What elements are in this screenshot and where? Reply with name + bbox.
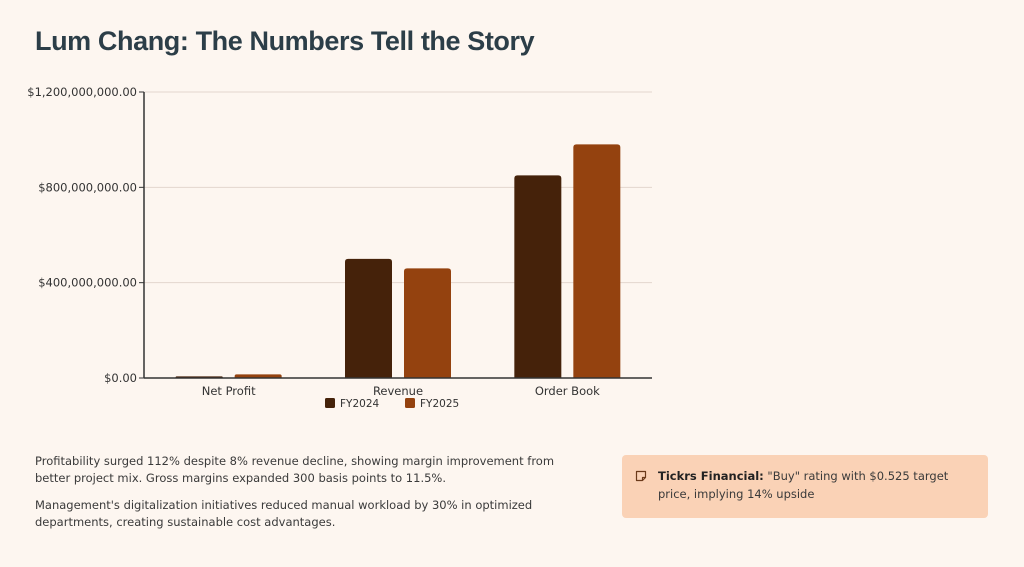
bar-fy2025-net-profit bbox=[234, 374, 282, 378]
x-tick-label: Net Profit bbox=[202, 384, 256, 398]
bar-fy2025-order-book bbox=[573, 144, 621, 378]
bar-fy2024-revenue bbox=[345, 258, 392, 378]
bar-fy2024-order-book bbox=[514, 175, 562, 378]
y-tick-label: $800,000,000.00 bbox=[38, 180, 137, 194]
bar-fy2025-revenue bbox=[404, 268, 451, 378]
x-tick-label: Order Book bbox=[535, 384, 600, 398]
callout-source: Tickrs Financial: bbox=[658, 469, 764, 483]
y-tick-label: $0.00 bbox=[104, 371, 137, 385]
x-tick-label: Revenue bbox=[373, 384, 423, 398]
page-title: Lum Chang: The Numbers Tell the Story bbox=[35, 26, 535, 56]
insight-paragraph-1: Profitability surged 112% despite 8% rev… bbox=[35, 454, 555, 485]
legend-swatch-fy2025 bbox=[405, 398, 415, 408]
bar-chart: $0.00 $400,000,000.00 $800,000,000.00 $1,20… bbox=[27, 85, 652, 410]
insight-paragraph-2: Management's digitalization initiatives … bbox=[35, 498, 533, 529]
analyst-callout: Tickrs Financial: "Buy" rating with $0.5… bbox=[622, 455, 988, 518]
legend-label-fy2025: FY2025 bbox=[420, 398, 459, 410]
callout-text: "Buy" rating with $0.525 target price, i… bbox=[658, 469, 949, 501]
y-tick-label: $1,200,000,000.00 bbox=[27, 85, 137, 99]
note-icon bbox=[635, 470, 647, 482]
legend-swatch-fy2024 bbox=[325, 398, 335, 408]
legend-label-fy2024: FY2024 bbox=[340, 398, 379, 410]
y-tick-label: $400,000,000.00 bbox=[38, 276, 137, 290]
